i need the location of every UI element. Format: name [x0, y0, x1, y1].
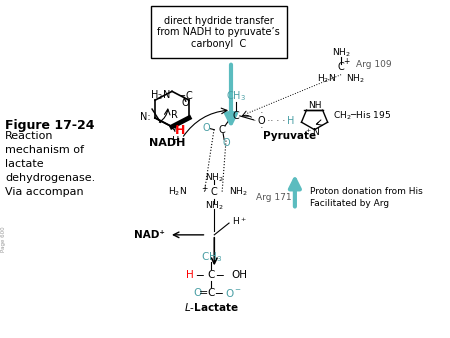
Text: direct hydride transfer
from NADH to pyruvate’s
carbonyl  C: direct hydride transfer from NADH to pyr… — [158, 16, 280, 49]
Text: ·: · — [270, 116, 273, 126]
Text: CH$_2$─His 195: CH$_2$─His 195 — [333, 110, 392, 122]
Text: =: = — [199, 288, 208, 298]
Text: O$^-$: O$^-$ — [225, 287, 242, 299]
Text: Arg 109: Arg 109 — [356, 60, 392, 69]
Text: +: + — [343, 57, 349, 66]
Text: Page 600: Page 600 — [1, 226, 6, 251]
Text: Proton donation from His
Facilitated by Arg: Proton donation from His Facilitated by … — [310, 187, 423, 208]
Text: C: C — [211, 187, 218, 197]
Text: C: C — [338, 62, 344, 72]
Text: $^+$N: $^+$N — [304, 127, 319, 139]
Text: O: O — [202, 123, 210, 133]
Text: Arg 171: Arg 171 — [256, 193, 291, 202]
Text: H$_2$N: H$_2$N — [317, 72, 336, 85]
Text: Pyruvate: Pyruvate — [263, 130, 316, 141]
Text: H: H — [175, 124, 185, 137]
Text: Reaction
mechanism of
lactate
dehydrogenase.
Via accompan: Reaction mechanism of lactate dehydrogen… — [5, 131, 95, 197]
Text: CH$_3$: CH$_3$ — [226, 89, 246, 103]
Text: H$_2$N: H$_2$N — [149, 88, 170, 102]
Text: ·: · — [260, 123, 263, 133]
Text: ─: ─ — [196, 270, 203, 280]
Text: ·: · — [267, 116, 270, 126]
Text: ─: ─ — [216, 270, 223, 280]
Text: H$_2$N: H$_2$N — [168, 185, 187, 198]
Text: O: O — [194, 288, 202, 298]
Text: H: H — [172, 137, 180, 146]
Text: O: O — [182, 98, 189, 108]
Text: ·: · — [275, 116, 279, 126]
Text: OH: OH — [231, 270, 247, 280]
Text: CH$_3$: CH$_3$ — [201, 250, 222, 264]
Text: R: R — [171, 110, 177, 120]
FancyBboxPatch shape — [151, 6, 287, 58]
Text: ·: · — [252, 116, 256, 126]
Text: $-$C: $-$C — [177, 89, 194, 101]
Text: NH: NH — [308, 101, 321, 110]
Text: N:: N: — [140, 112, 151, 122]
Text: ─: ─ — [215, 288, 221, 298]
Text: C: C — [219, 125, 225, 135]
Text: O: O — [258, 116, 266, 126]
Text: C: C — [233, 111, 239, 121]
Text: NH$_2$: NH$_2$ — [205, 172, 224, 184]
Text: H$^+$: H$^+$ — [232, 215, 247, 227]
Text: ·: · — [281, 116, 285, 126]
Text: +: + — [201, 184, 207, 193]
Text: NH$_2$: NH$_2$ — [205, 199, 224, 212]
Text: C: C — [207, 270, 215, 280]
Text: ·: · — [260, 108, 263, 118]
Text: NH$_2$: NH$_2$ — [332, 47, 351, 59]
Text: H: H — [186, 270, 194, 280]
Text: O: O — [222, 139, 230, 148]
Text: H: H — [287, 116, 295, 126]
Text: NADH: NADH — [149, 139, 185, 148]
Text: $\it{L}$-$\bf{Lactate}$: $\it{L}$-$\bf{Lactate}$ — [184, 300, 238, 313]
Text: NH$_2$: NH$_2$ — [229, 185, 248, 198]
Text: Figure 17-24: Figure 17-24 — [5, 119, 94, 132]
Text: NH$_2$: NH$_2$ — [346, 72, 364, 85]
Text: NAD⁺: NAD⁺ — [134, 230, 165, 240]
Text: C: C — [207, 288, 215, 298]
